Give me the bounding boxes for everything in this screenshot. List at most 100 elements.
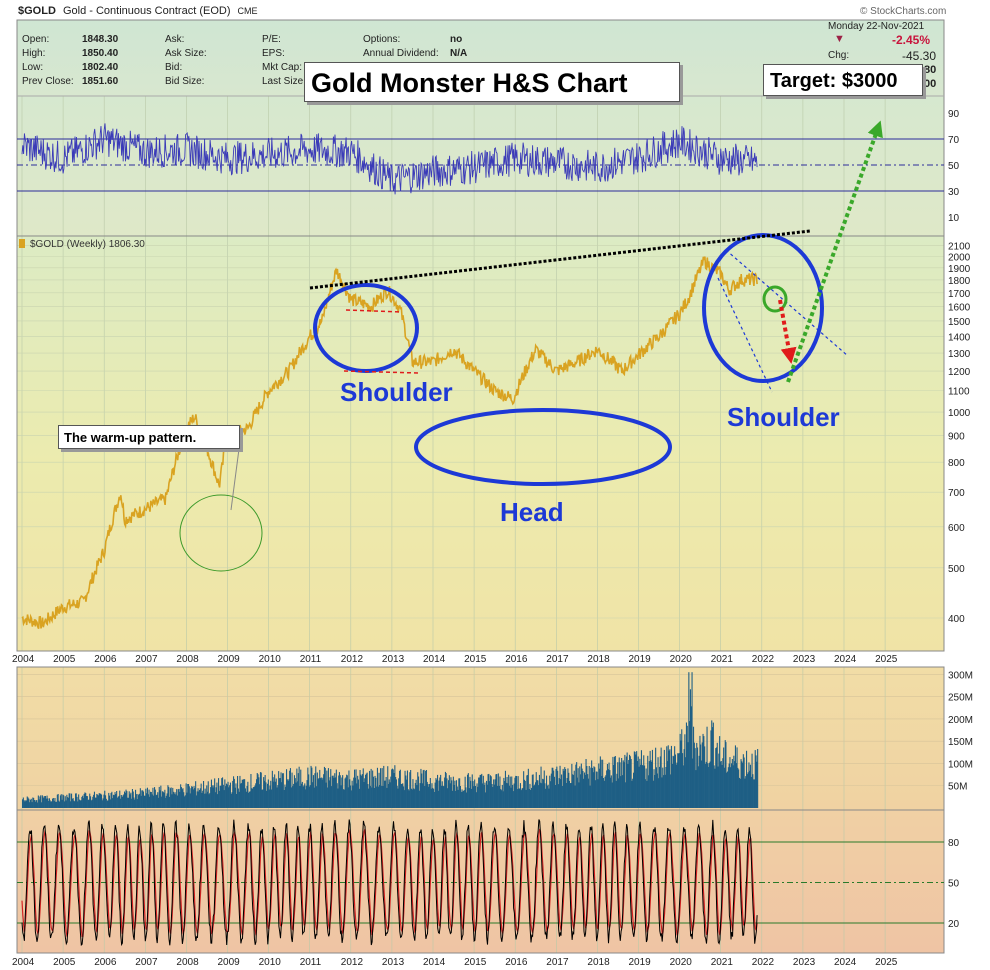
volume-bar	[291, 772, 293, 808]
volume-bar	[719, 736, 721, 808]
volume-bar	[542, 779, 544, 808]
volume-bar	[183, 792, 185, 808]
volume-bar	[71, 798, 73, 808]
volume-bar	[341, 777, 343, 808]
volume-bar	[395, 777, 397, 808]
volume-bar	[703, 736, 705, 808]
volume-bar	[732, 765, 734, 808]
volume-bar	[309, 785, 311, 808]
volume-bar	[332, 775, 334, 808]
volume-bar	[714, 768, 716, 808]
volume-bar	[608, 762, 610, 808]
price-tick-label: 1100	[948, 387, 970, 398]
rsi-tick-label: 90	[948, 109, 960, 120]
volume-bar	[428, 786, 430, 808]
volume-bar	[480, 774, 482, 808]
volume-bar	[430, 788, 432, 808]
volume-bar	[553, 770, 555, 808]
volume-bar	[263, 780, 265, 808]
volume-bar	[381, 768, 383, 808]
volume-bar	[86, 796, 88, 808]
volume-bar	[482, 775, 484, 808]
volume-bar	[741, 761, 743, 808]
volume-bar	[734, 745, 736, 808]
volume-bar	[639, 758, 641, 808]
x-tick-label: 2020	[670, 654, 693, 665]
volume-bar	[416, 785, 418, 808]
volume-bar	[127, 797, 129, 808]
down-arrow	[778, 299, 797, 364]
volume-bar	[75, 793, 77, 808]
volume-bar	[378, 772, 380, 808]
volume-bar	[502, 791, 504, 808]
volume-bar	[354, 769, 356, 808]
volume-bar	[78, 799, 80, 808]
volume-bar	[46, 795, 48, 808]
volume-bar	[399, 770, 401, 808]
volume-bar	[686, 725, 688, 808]
volume-bar	[414, 783, 416, 808]
volume-bar	[137, 794, 139, 808]
volume-bar	[640, 750, 642, 808]
volume-bar	[434, 782, 436, 808]
volume-bar	[225, 783, 227, 808]
volume-bar	[752, 774, 754, 808]
volume-bar	[255, 783, 257, 808]
volume-bar	[571, 763, 573, 808]
volume-bar	[184, 795, 186, 808]
volume-bar	[201, 792, 203, 808]
volume-bar	[252, 787, 254, 808]
volume-bar	[90, 800, 92, 808]
volume-bar	[418, 790, 420, 808]
volume-bar	[90, 796, 92, 808]
volume-bar	[538, 774, 540, 808]
volume-bar	[261, 789, 263, 808]
volume-bar	[750, 776, 752, 808]
volume-bar	[184, 796, 186, 808]
volume-bar	[203, 781, 205, 808]
volume-bar	[565, 783, 567, 808]
volume-bar	[523, 779, 525, 808]
x-tick-label: 2009	[218, 654, 241, 665]
volume-bar	[96, 794, 98, 808]
volume-bar	[286, 769, 288, 808]
volume-bar	[498, 785, 500, 808]
volume-bar	[472, 781, 474, 808]
volume-bar	[400, 784, 402, 808]
volume-bar	[517, 776, 519, 808]
x-tick-label: 2023	[793, 654, 816, 665]
volume-bar	[294, 778, 296, 808]
volume-bar	[617, 762, 619, 808]
volume-bar	[599, 756, 601, 808]
volume-bar	[742, 762, 744, 808]
volume-bar	[65, 800, 67, 808]
volume-bar	[391, 768, 393, 808]
volume-bar	[557, 784, 559, 808]
volume-bar	[182, 788, 184, 808]
volume-bar	[346, 775, 348, 808]
volume-bar	[122, 795, 124, 808]
volume-bar	[350, 790, 352, 808]
volume-bar	[283, 790, 285, 808]
volume-bar	[735, 763, 737, 808]
volume-bar	[414, 789, 416, 808]
volume-bar	[557, 770, 559, 808]
volume-bar	[296, 768, 298, 808]
volume-bar	[271, 789, 273, 808]
volume-bar	[220, 785, 222, 808]
volume-bar	[197, 788, 199, 808]
volume-bar	[138, 795, 140, 808]
volume-bar	[513, 783, 515, 808]
volume-bar	[118, 795, 120, 808]
volume-bar	[643, 755, 645, 808]
volume-bar	[271, 770, 273, 808]
volume-bar	[534, 784, 536, 808]
volume-bar	[757, 749, 759, 808]
volume-bar	[144, 795, 146, 808]
volume-bar	[424, 786, 426, 808]
volume-bar	[657, 757, 659, 808]
exchange: CME	[237, 6, 258, 16]
volume-bar	[29, 799, 31, 808]
volume-bar	[508, 774, 510, 808]
volume-bar	[170, 787, 172, 808]
